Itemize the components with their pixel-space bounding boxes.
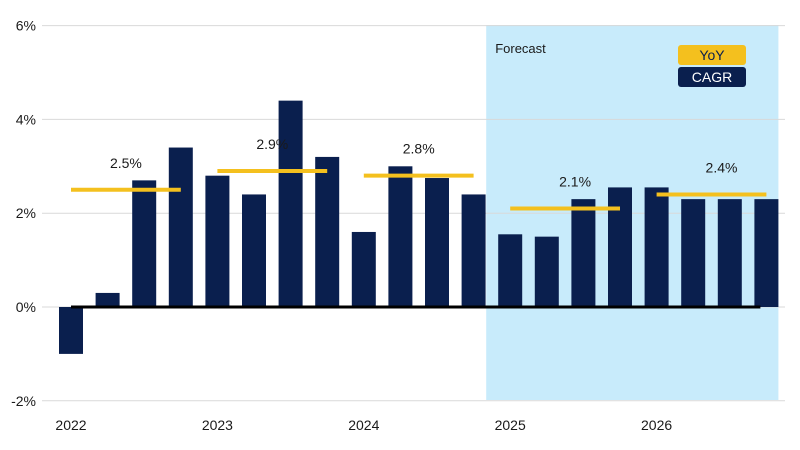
bar-2022-q3 xyxy=(132,180,157,307)
bar-2023-q1 xyxy=(205,175,230,307)
bar-2025-q2 xyxy=(534,236,559,307)
bar-2024-q1 xyxy=(351,231,376,307)
bar-2022-q4 xyxy=(168,147,193,307)
x-year-label: 2022 xyxy=(55,417,86,433)
x-year-label: 2025 xyxy=(495,417,526,433)
legend-label-cagr: CAGR xyxy=(692,69,732,85)
y-tick-label: 6% xyxy=(16,18,36,34)
bar-2025-q1 xyxy=(498,234,523,307)
bar-2026-q1 xyxy=(644,187,669,307)
x-year-label: 2023 xyxy=(202,417,233,433)
bar-2023-q4 xyxy=(315,156,340,307)
cagr-label: 2.4% xyxy=(706,159,738,175)
bar-2023-q3 xyxy=(278,100,303,307)
bar-2022-q2 xyxy=(95,292,120,307)
cagr-label: 2.8% xyxy=(403,141,435,157)
bar-2026-q3 xyxy=(717,199,742,307)
x-year-label: 2026 xyxy=(641,417,672,433)
y-tick-label: 4% xyxy=(16,111,36,127)
bar-2024-q3 xyxy=(425,178,449,307)
legend-label-yoy: YoY xyxy=(699,47,725,63)
bar-2024-q4 xyxy=(461,194,486,307)
y-tick-label: 2% xyxy=(16,205,36,221)
bar-2022-q1 xyxy=(59,307,83,354)
legend-swatch-cagr xyxy=(678,67,746,87)
forecast-label: Forecast xyxy=(495,41,546,56)
bar-2025-q3 xyxy=(571,199,596,307)
legend-swatch-yoy xyxy=(678,45,746,65)
cagr-label: 2.1% xyxy=(559,174,591,190)
bar-2024-q2 xyxy=(388,166,413,307)
bar-2026-q2 xyxy=(681,199,706,307)
y-tick-label: 0% xyxy=(16,299,36,315)
cagr-label: 2.9% xyxy=(256,136,288,152)
bar-2025-q4 xyxy=(608,187,632,307)
x-year-label: 2024 xyxy=(348,417,379,433)
y-tick-label: -2% xyxy=(11,393,36,409)
bar-2023-q2 xyxy=(242,194,266,307)
cagr-label: 2.5% xyxy=(110,155,142,171)
bar-2026-q4 xyxy=(754,199,779,307)
